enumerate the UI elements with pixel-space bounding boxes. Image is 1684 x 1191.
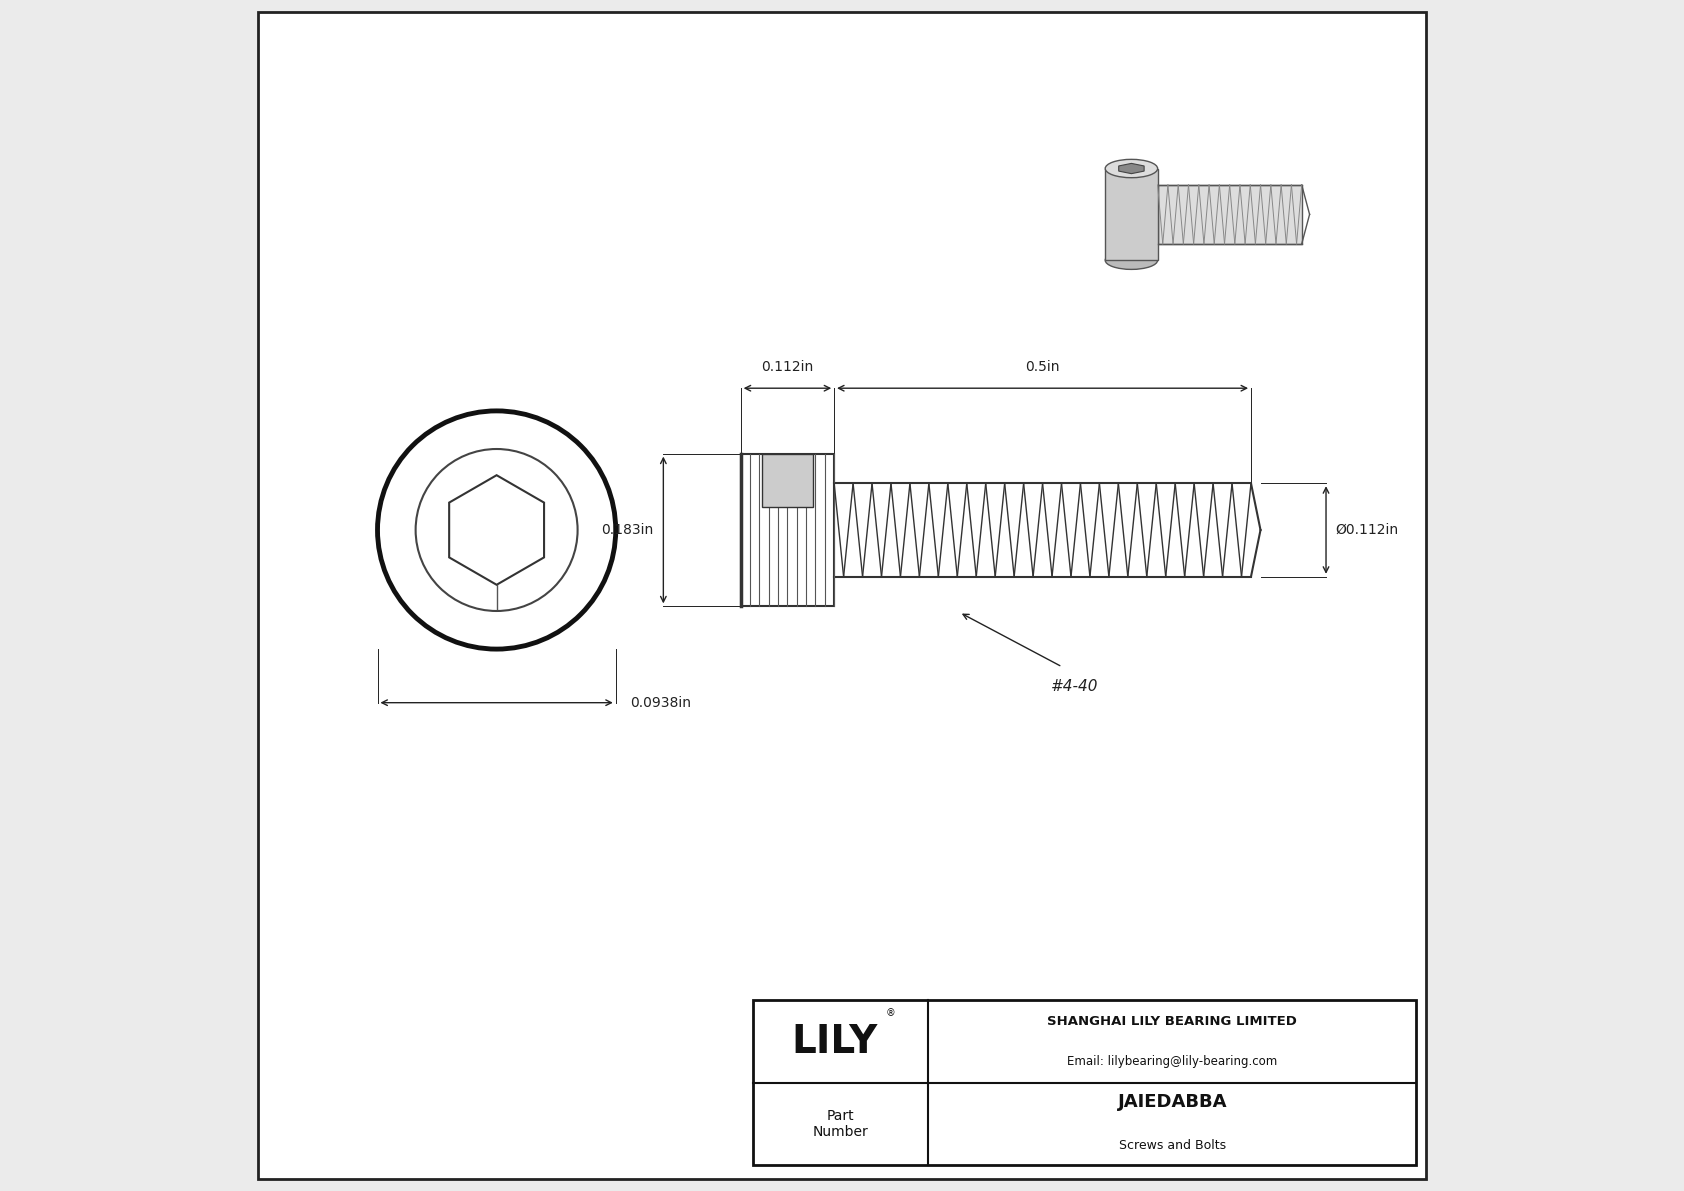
Bar [753,1000,1416,1165]
Ellipse shape [1105,251,1157,269]
Polygon shape [450,475,544,585]
Circle shape [377,411,616,649]
Text: Part
Number: Part Number [813,1109,869,1139]
Bar [1157,185,1302,244]
Text: Screws and Bolts: Screws and Bolts [1118,1139,1226,1152]
Text: Ø0.112in: Ø0.112in [1335,523,1399,537]
Text: Email: lilybearing@lily-bearing.com: Email: lilybearing@lily-bearing.com [1068,1055,1278,1068]
Text: JAIEDABBA: JAIEDABBA [1118,1093,1228,1111]
Text: #4-40: #4-40 [1051,679,1098,694]
Text: LILY: LILY [791,1023,877,1060]
Ellipse shape [1105,160,1157,177]
Polygon shape [1118,163,1143,174]
Text: 0.5in: 0.5in [1026,360,1059,374]
Bar [1105,169,1157,261]
Text: 0.112in: 0.112in [761,360,813,374]
Text: 0.0938in: 0.0938in [630,696,690,710]
Text: 0.183in: 0.183in [601,523,653,537]
Circle shape [416,449,578,611]
Text: ®: ® [886,1008,896,1018]
Text: SHANGHAI LILY BEARING LIMITED: SHANGHAI LILY BEARING LIMITED [1047,1015,1297,1028]
Bar [741,454,834,606]
Bar [761,454,813,507]
